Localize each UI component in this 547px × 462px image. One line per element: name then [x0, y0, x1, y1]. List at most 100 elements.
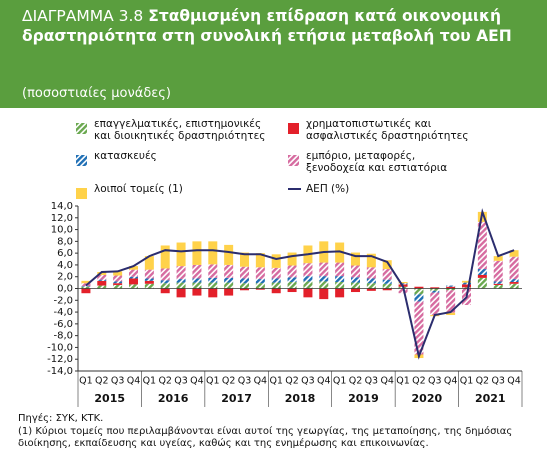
legend-swatch: [76, 119, 87, 134]
bar-segment: [144, 278, 154, 281]
legend-swatch: [288, 151, 299, 166]
bar-segment: [414, 288, 424, 295]
bar-segment: [240, 278, 249, 284]
bar-segment: [97, 279, 107, 281]
bar-segment: [113, 283, 123, 285]
bar-segment: [462, 282, 471, 285]
bar-segment: [160, 245, 170, 269]
bar-segment: [176, 288, 186, 298]
x-tick-label: Q3: [174, 376, 188, 387]
bar-segment: [208, 241, 218, 265]
x-tick-label: Q3: [238, 376, 252, 387]
y-tick-label: -12,0: [47, 354, 73, 365]
bar-segment: [509, 256, 519, 280]
bar-segment: [446, 312, 456, 316]
bar-segment: [113, 281, 123, 284]
legend-label: χρηματοπιστωτικές και ασφαλιστικές δραστ…: [306, 118, 469, 142]
bar-segment: [144, 269, 154, 279]
y-tick-label: 6,0: [57, 248, 73, 259]
bar-segment: [493, 281, 503, 284]
bar-segment: [192, 241, 202, 265]
year-label: 2015: [94, 392, 125, 405]
x-tick-label: Q4: [444, 376, 458, 387]
bar-segment: [366, 253, 376, 268]
bar-segment: [351, 282, 360, 289]
x-tick-label: Q2: [222, 376, 236, 387]
bar-segment: [192, 264, 202, 279]
bar-segment: [430, 288, 440, 291]
x-tick-label: Q3: [491, 376, 505, 387]
legend-swatch: [288, 188, 301, 190]
bar-segment: [208, 282, 218, 289]
bar-segment: [81, 280, 91, 284]
bar-segment: [97, 272, 107, 275]
bar-segment: [351, 265, 360, 278]
bar-segment: [319, 276, 329, 282]
bar-segment: [240, 252, 249, 267]
bar-segment: [97, 285, 107, 289]
bar-segment: [462, 284, 471, 288]
y-tick-label: -2,0: [53, 295, 73, 306]
bar-segment: [192, 288, 202, 296]
bar-segment: [351, 288, 360, 293]
bar-segment: [97, 280, 107, 286]
y-tick-label: 10,0: [51, 225, 73, 236]
bar-segment: [382, 260, 392, 270]
footer: Πηγές: ΣΥΚ, ΚΤΚ. (1) Κύριοι τομείς που π…: [18, 413, 543, 451]
bar-segment: [319, 281, 329, 289]
bar-segment: [81, 286, 91, 287]
bar-segment: [129, 276, 138, 279]
y-tick-label: -8,0: [53, 331, 73, 342]
x-tick-label: Q3: [111, 376, 125, 387]
legend-label: λοιποί τομείς (1): [94, 183, 183, 195]
bar-segment: [477, 277, 487, 289]
bar-segment: [287, 277, 297, 283]
bar-segment: [398, 283, 408, 285]
bar-segment: [477, 274, 487, 278]
bar-segment: [382, 279, 392, 284]
bar-segment: [160, 288, 170, 294]
bar-segment: [335, 262, 345, 277]
legend-swatch: [76, 184, 87, 199]
y-tick-label: 14,0: [51, 201, 73, 212]
x-tick-label: Q3: [301, 376, 315, 387]
header: ΔΙΑΓΡΑΜΜΑ 3.8 Σταθμισμένη επίδραση κατά …: [0, 0, 547, 108]
x-tick-label: Q4: [317, 376, 331, 387]
bar-segment: [81, 288, 91, 294]
y-tick-label: 8,0: [57, 236, 73, 247]
bar-segment: [255, 279, 265, 284]
bar-segment: [414, 286, 424, 289]
bar-segment: [192, 278, 202, 283]
bar-segment: [208, 277, 218, 283]
chart-title: Σταθμισμένη επίδραση κατά οικονομική δρα…: [22, 7, 512, 45]
y-tick-label: -4,0: [53, 307, 73, 318]
bar-segment: [509, 283, 519, 289]
bar-segment: [414, 301, 424, 355]
legend-swatch: [76, 151, 87, 166]
bar-segment: [271, 254, 281, 268]
bar-segment: [477, 221, 487, 270]
bar-segment: [255, 288, 265, 290]
bar-segment: [224, 264, 234, 278]
bar-segment: [319, 262, 329, 277]
bar-segment: [287, 288, 297, 293]
note: (1) Κύριοι τομείς που περιλαμβάνονται εί…: [18, 425, 513, 450]
bar-segment: [144, 256, 154, 270]
x-tick-label: Q1: [396, 376, 410, 387]
bar-segment: [176, 242, 186, 267]
bar-segment: [509, 282, 519, 284]
bar-segment: [287, 252, 297, 266]
bar-segment: [129, 266, 138, 270]
bar-segment: [271, 288, 281, 294]
y-tick-label: 0,0: [57, 284, 73, 295]
bar-segment: [509, 279, 519, 283]
bar-segment: [129, 284, 138, 289]
bar-segment: [382, 269, 392, 280]
bar-segment: [446, 285, 456, 287]
bar-segment: [160, 283, 170, 289]
bar-segment: [176, 266, 186, 280]
chart-label: ΔΙΑΓΡΑΜΜΑ 3.8: [22, 7, 144, 25]
bar-segment: [113, 284, 123, 289]
year-label: 2017: [221, 392, 252, 405]
